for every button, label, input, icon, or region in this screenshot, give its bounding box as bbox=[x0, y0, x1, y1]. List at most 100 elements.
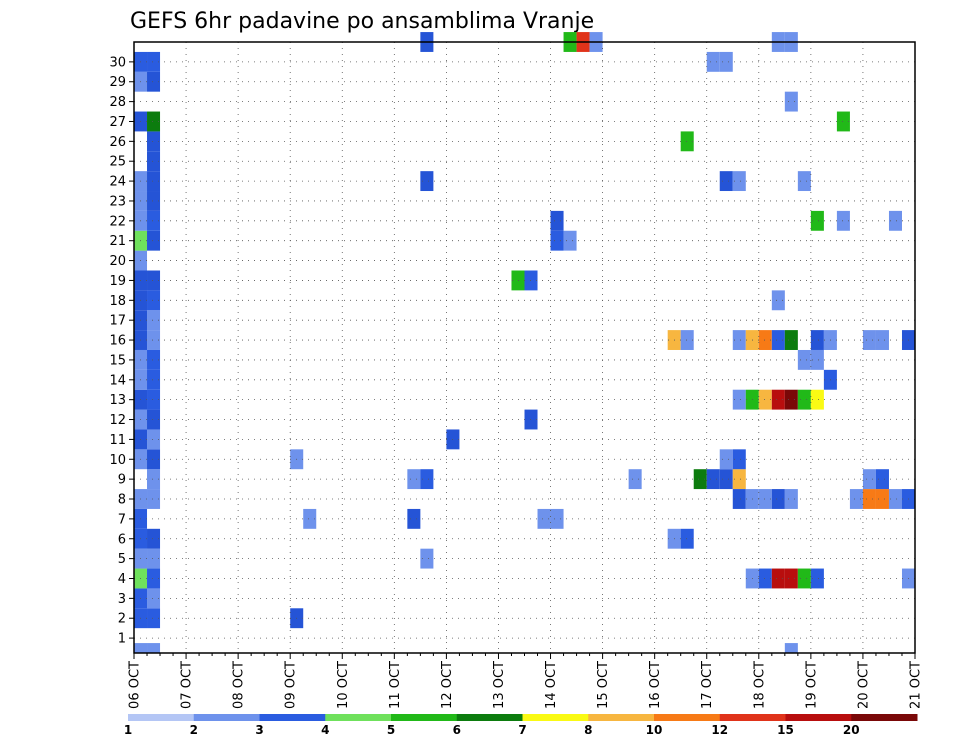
y-tick-label: 15 bbox=[109, 353, 126, 368]
heatmap-cell bbox=[706, 51, 720, 72]
x-tick-label: 11 OCT bbox=[388, 661, 403, 709]
heatmap-cell bbox=[550, 230, 564, 251]
x-tick-label: 08 OCT bbox=[232, 661, 247, 709]
heatmap-cell bbox=[810, 210, 824, 231]
grid-lines bbox=[134, 42, 915, 653]
heatmap-cell bbox=[732, 389, 746, 410]
heatmap-cell bbox=[147, 528, 161, 549]
heatmap-cell bbox=[888, 210, 902, 231]
y-tick-label: 27 bbox=[109, 115, 126, 130]
heatmap-cell bbox=[680, 330, 694, 350]
heatmap-cell bbox=[147, 568, 161, 589]
y-tick-label: 4 bbox=[118, 572, 126, 587]
heatmap-cell bbox=[537, 508, 551, 529]
legend-label: 10 bbox=[646, 723, 663, 737]
heatmap-cell bbox=[771, 568, 785, 589]
heatmap-cell bbox=[147, 643, 161, 653]
y-tick-label: 14 bbox=[109, 373, 126, 388]
heatmap-cell bbox=[147, 131, 161, 152]
legend-label: 2 bbox=[190, 723, 198, 737]
x-tick-label: 06 OCT bbox=[128, 661, 143, 709]
y-tick-label: 26 bbox=[109, 135, 126, 150]
heatmap-cell bbox=[875, 489, 889, 509]
y-tick-label: 21 bbox=[109, 234, 126, 249]
heatmap-cell bbox=[420, 548, 434, 569]
heatmap-cell bbox=[862, 489, 876, 509]
heatmap-cell bbox=[771, 290, 785, 311]
heatmap-cell bbox=[303, 508, 317, 529]
heatmap-cell bbox=[147, 51, 161, 72]
heatmap-cell bbox=[888, 489, 902, 509]
legend-label: 8 bbox=[584, 723, 592, 737]
y-tick-label: 19 bbox=[109, 274, 126, 289]
heatmap-cell bbox=[524, 270, 538, 291]
heatmap-cell bbox=[147, 409, 161, 430]
heatmap-cell bbox=[147, 588, 161, 609]
heatmap-cell bbox=[147, 230, 161, 251]
heatmap-cell bbox=[511, 270, 525, 291]
heatmap-cell bbox=[550, 508, 564, 529]
heatmap-cell bbox=[732, 330, 746, 350]
legend-swatch bbox=[128, 714, 195, 721]
heatmap-cell bbox=[719, 51, 733, 72]
legend-label: 4 bbox=[321, 723, 329, 737]
x-tick-label: 20 OCT bbox=[856, 661, 871, 709]
heatmap-cell bbox=[680, 131, 694, 152]
y-tick-label: 29 bbox=[109, 75, 126, 90]
legend-label: 5 bbox=[387, 723, 395, 737]
y-tick-label: 2 bbox=[118, 612, 126, 627]
y-tick-label: 24 bbox=[109, 175, 126, 190]
heatmap-cell bbox=[849, 489, 863, 509]
heatmap-cell bbox=[420, 469, 434, 490]
heatmap-cell bbox=[784, 568, 798, 589]
y-tick-label: 17 bbox=[109, 314, 126, 329]
heatmap-cell bbox=[147, 191, 161, 211]
y-tick-label: 23 bbox=[109, 194, 126, 209]
heatmap-cell bbox=[147, 310, 161, 331]
heatmap-cell bbox=[628, 469, 642, 490]
heatmap-cell bbox=[810, 568, 824, 589]
heatmap-cell bbox=[784, 643, 798, 653]
legend-swatch bbox=[719, 714, 786, 721]
legend-label: 3 bbox=[255, 723, 263, 737]
legend-label: 7 bbox=[518, 723, 526, 737]
heatmap-cell bbox=[147, 210, 161, 231]
heatmap-cell bbox=[784, 91, 798, 112]
heatmap-cell bbox=[147, 449, 161, 470]
heatmap-cell bbox=[147, 71, 161, 92]
legend-label: 1 bbox=[124, 723, 132, 737]
x-tick-label: 21 OCT bbox=[909, 661, 924, 709]
heatmap-cell bbox=[758, 568, 772, 589]
legend-label: 6 bbox=[453, 723, 461, 737]
legend-swatch bbox=[522, 714, 589, 721]
heatmap-cell bbox=[147, 548, 161, 569]
legend-swatch bbox=[654, 714, 721, 721]
legend-label: 15 bbox=[777, 723, 794, 737]
x-tick-label: 18 OCT bbox=[752, 661, 767, 709]
x-tick-label: 16 OCT bbox=[648, 661, 663, 709]
heatmap-cell bbox=[147, 171, 161, 192]
y-tick-label: 28 bbox=[109, 95, 126, 110]
heatmap-cell bbox=[771, 330, 785, 350]
heatmap-cell bbox=[732, 469, 746, 490]
heatmap-cell bbox=[836, 111, 850, 132]
heatmap-cell bbox=[797, 568, 811, 589]
heatmap-cell bbox=[706, 469, 720, 490]
heatmap-cell bbox=[719, 171, 733, 192]
heatmap-cell bbox=[719, 449, 733, 470]
heatmap-cell bbox=[693, 469, 707, 490]
heatmap-cell bbox=[771, 489, 785, 509]
y-tick-label: 30 bbox=[109, 55, 126, 70]
heatmap-cell bbox=[147, 489, 161, 509]
heatmap-cell bbox=[420, 171, 434, 192]
heatmap-cell bbox=[147, 330, 161, 350]
heatmap-cell bbox=[147, 111, 161, 132]
y-axis: 1234567891011121314151617181920212223242… bbox=[109, 55, 134, 647]
heatmap-cell bbox=[147, 389, 161, 410]
x-tick-label: 10 OCT bbox=[336, 661, 351, 709]
y-tick-label: 18 bbox=[109, 294, 126, 309]
heatmap-cell bbox=[758, 389, 772, 410]
heatmap-cell bbox=[563, 230, 577, 251]
heatmap-cell bbox=[784, 389, 798, 410]
